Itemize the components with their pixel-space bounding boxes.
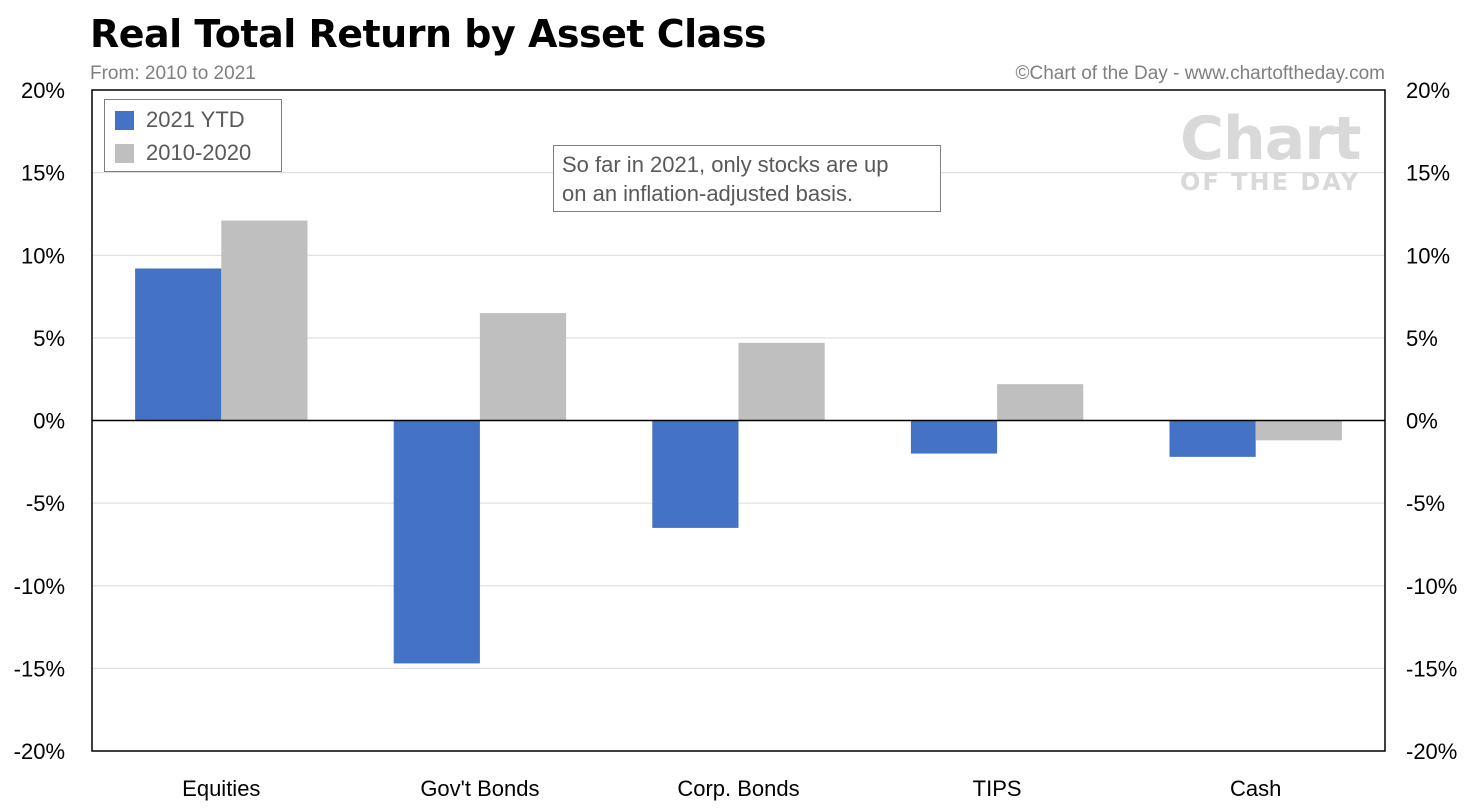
y-tick-label-right: -20% xyxy=(1406,739,1457,764)
x-category-label: Cash xyxy=(1230,776,1281,801)
y-tick-label-left: 20% xyxy=(21,78,65,103)
legend-swatch-ytd xyxy=(115,110,134,130)
chart-of-the-day-watermark: Chart OF THE DAY xyxy=(1180,104,1362,196)
y-tick-label-left: -15% xyxy=(14,656,65,681)
y-axis-right: 20% 15% 10% 5% 0% -5% -10% -15% -20% xyxy=(1406,78,1457,764)
legend-item-decade: 2010-2020 xyxy=(115,138,251,168)
bar-decade xyxy=(1255,420,1342,441)
y-tick-label-right: 5% xyxy=(1406,326,1438,351)
x-axis: Equities Gov't Bonds Corp. Bonds TIPS Cash xyxy=(182,776,1281,801)
bar-decade xyxy=(997,384,1084,421)
y-tick-label-left: -10% xyxy=(14,574,65,599)
legend: 2021 YTD 2010-2020 xyxy=(104,99,282,172)
legend-label-ytd: 2021 YTD xyxy=(146,107,245,132)
y-tick-label-left: 5% xyxy=(33,326,65,351)
y-tick-label-right: 10% xyxy=(1406,243,1450,268)
y-tick-label-right: -15% xyxy=(1406,656,1457,681)
x-category-label: TIPS xyxy=(973,776,1022,801)
legend-item-ytd: 2021 YTD xyxy=(115,105,245,135)
bar-ytd xyxy=(652,420,739,528)
y-tick-label-right: -5% xyxy=(1406,491,1445,516)
legend-label-decade: 2010-2020 xyxy=(146,140,252,165)
annotation-line-1: So far in 2021, only stocks are up xyxy=(562,152,889,177)
y-tick-label-right: 0% xyxy=(1406,409,1438,434)
bar-ytd xyxy=(910,420,998,454)
y-tick-label-left: 10% xyxy=(21,243,65,268)
bar-decade xyxy=(221,220,308,421)
bars xyxy=(135,220,1342,664)
plot-frame xyxy=(91,89,1386,752)
y-tick-label-right: 20% xyxy=(1406,78,1450,103)
x-category-label: Gov't Bonds xyxy=(420,776,539,801)
bar-ytd xyxy=(393,420,480,664)
y-tick-label-left: -5% xyxy=(26,491,65,516)
y-tick-label-left: 15% xyxy=(21,161,65,186)
chart-subtitle: From: 2010 to 2021 xyxy=(90,63,256,84)
y-tick-label-right: 15% xyxy=(1406,161,1450,186)
legend-swatch-decade xyxy=(115,143,134,163)
y-axis-left: 20% 15% 10% 5% 0% -5% -10% -15% -20% xyxy=(14,78,65,764)
chart-credit: ©Chart of the Day - www.chartoftheday.co… xyxy=(1015,63,1385,84)
bar-ytd xyxy=(1169,420,1256,457)
bar-decade xyxy=(738,342,825,421)
y-tick-label-left: 0% xyxy=(33,409,65,434)
x-category-label: Corp. Bonds xyxy=(677,776,799,801)
annotation-line-2: on an inflation-adjusted basis. xyxy=(562,181,854,206)
chart-title: Real Total Return by Asset Class xyxy=(90,12,767,56)
x-category-label: Equities xyxy=(182,776,260,801)
bar-decade xyxy=(479,313,567,421)
y-tick-label-right: -10% xyxy=(1406,574,1457,599)
annotation-box: So far in 2021, only stocks are up on an… xyxy=(553,145,941,212)
bar-ytd xyxy=(135,268,222,421)
y-tick-label-left: -20% xyxy=(14,739,65,764)
